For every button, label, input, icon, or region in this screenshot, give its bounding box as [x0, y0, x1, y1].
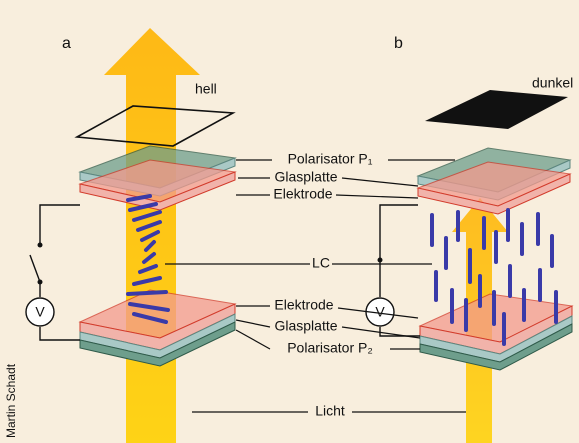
layer-label: Licht — [315, 403, 345, 419]
layer-label: Polarisator P₂ — [287, 340, 373, 356]
layer-label: Elektrode — [273, 186, 332, 202]
layer-label: Glasplatte — [274, 169, 337, 185]
diagram: a b hell dunkel Polarisator P₁ Glasplatt… — [0, 0, 579, 443]
layer-label: LC — [312, 255, 330, 271]
voltmeter-label: V — [35, 304, 45, 320]
credit: Martin Schadt — [4, 363, 18, 438]
layer-label: Elektrode — [274, 297, 333, 313]
voltmeter-label: V — [375, 304, 385, 320]
panel-label: b — [394, 35, 403, 52]
layer-label: Glasplatte — [274, 318, 337, 334]
state-label: hell — [195, 81, 217, 97]
panel-label: a — [62, 35, 71, 52]
state-label: dunkel — [532, 75, 573, 91]
layer-label: Polarisator P₁ — [288, 151, 373, 167]
